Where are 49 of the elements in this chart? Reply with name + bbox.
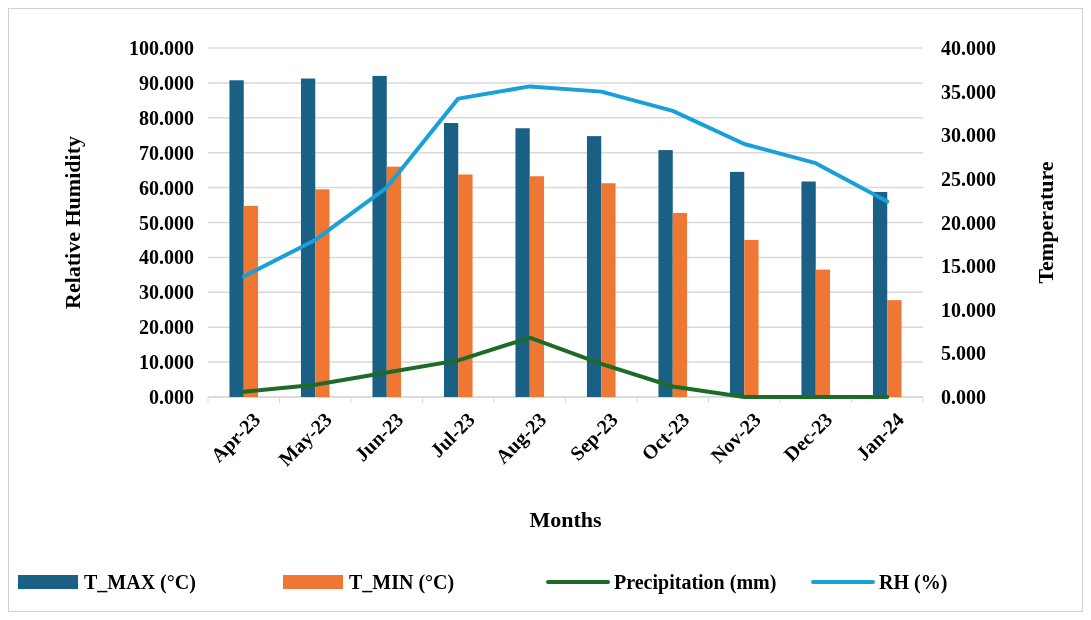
- line-series: [241, 84, 890, 279]
- y-tick-label: 60.000: [139, 176, 194, 199]
- y2-tick-label: 15.000: [941, 255, 996, 278]
- y2-tick-label: 20.000: [941, 211, 996, 234]
- y2-tick-label: 25.000: [941, 167, 996, 190]
- bar: [801, 181, 816, 397]
- y-tick-label: 50.000: [139, 211, 194, 234]
- bar: [815, 269, 831, 397]
- y-tick-label: 20.000: [139, 316, 194, 339]
- legend-label: RH (%): [879, 571, 948, 594]
- y-tick-label: 30.000: [139, 281, 194, 304]
- x-axis-title: Months: [529, 507, 602, 532]
- y-tick-label: 90.000: [139, 71, 194, 94]
- y-tick-label: 40.000: [139, 246, 194, 269]
- bar: [458, 174, 473, 397]
- bar: [300, 78, 316, 397]
- bar: [658, 150, 673, 397]
- legend-label: T_MIN (°C): [349, 571, 455, 594]
- y2-tick-label: 5.000: [941, 342, 986, 365]
- bar: [744, 239, 759, 397]
- bar: [586, 136, 602, 397]
- line-series: [241, 335, 890, 399]
- y-tick-label: 100.000: [129, 37, 194, 59]
- y2-tick-label: 40.000: [941, 37, 996, 59]
- bar: [515, 128, 530, 397]
- bar: [887, 300, 902, 397]
- y2-tick-label: 10.000: [941, 298, 996, 321]
- y-axis-title: Relative Humidity: [60, 136, 85, 309]
- bar: [601, 183, 616, 397]
- legend-label: Precipitation (mm): [614, 571, 777, 594]
- legend-label: T_MAX (°C): [84, 571, 196, 594]
- y-tick-label: 80.000: [139, 106, 194, 129]
- y-tick-label: 70.000: [139, 141, 194, 164]
- y2-tick-label: 0.000: [941, 386, 986, 408]
- y2-tick-label: 35.000: [941, 80, 996, 103]
- bar: [672, 212, 688, 397]
- bar: [872, 191, 888, 397]
- bar: [529, 176, 545, 397]
- bar: [243, 205, 259, 397]
- y2-tick-label: 30.000: [941, 124, 996, 147]
- bar: [443, 123, 459, 397]
- bar: [229, 80, 244, 397]
- y-tick-label: 10.000: [139, 351, 194, 374]
- bar: [372, 75, 387, 397]
- y2-axis-title: Temperature: [1033, 161, 1058, 284]
- bar: [729, 171, 745, 397]
- bar: [315, 189, 330, 397]
- y-tick-label: 0.000: [149, 386, 194, 408]
- bar: [386, 166, 402, 397]
